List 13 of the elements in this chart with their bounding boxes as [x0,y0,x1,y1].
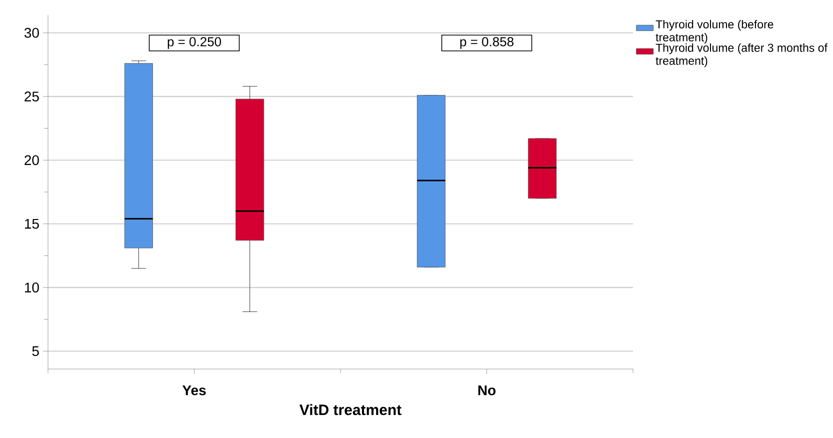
y-tick-label: 20 [24,155,39,166]
y-tick-label: 15 [24,218,39,229]
y-tick-label: 10 [24,282,39,292]
x-axis-title: VitD treatment [299,404,402,416]
annotation: p = 0.250 [168,37,222,49]
legend-label: Thyroid volume (before treatment) [656,20,774,44]
x-tick-label: Yes [182,386,206,396]
legend-label: Thyroid volume (after 3 months of treatment) [656,43,828,68]
y-tick-label: 5 [32,346,39,356]
annotation: p = 0.858 [460,37,514,49]
x-tick-label: No [478,386,496,396]
y-tick-label: 25 [24,92,39,102]
y-tick-label: 30 [24,28,39,38]
